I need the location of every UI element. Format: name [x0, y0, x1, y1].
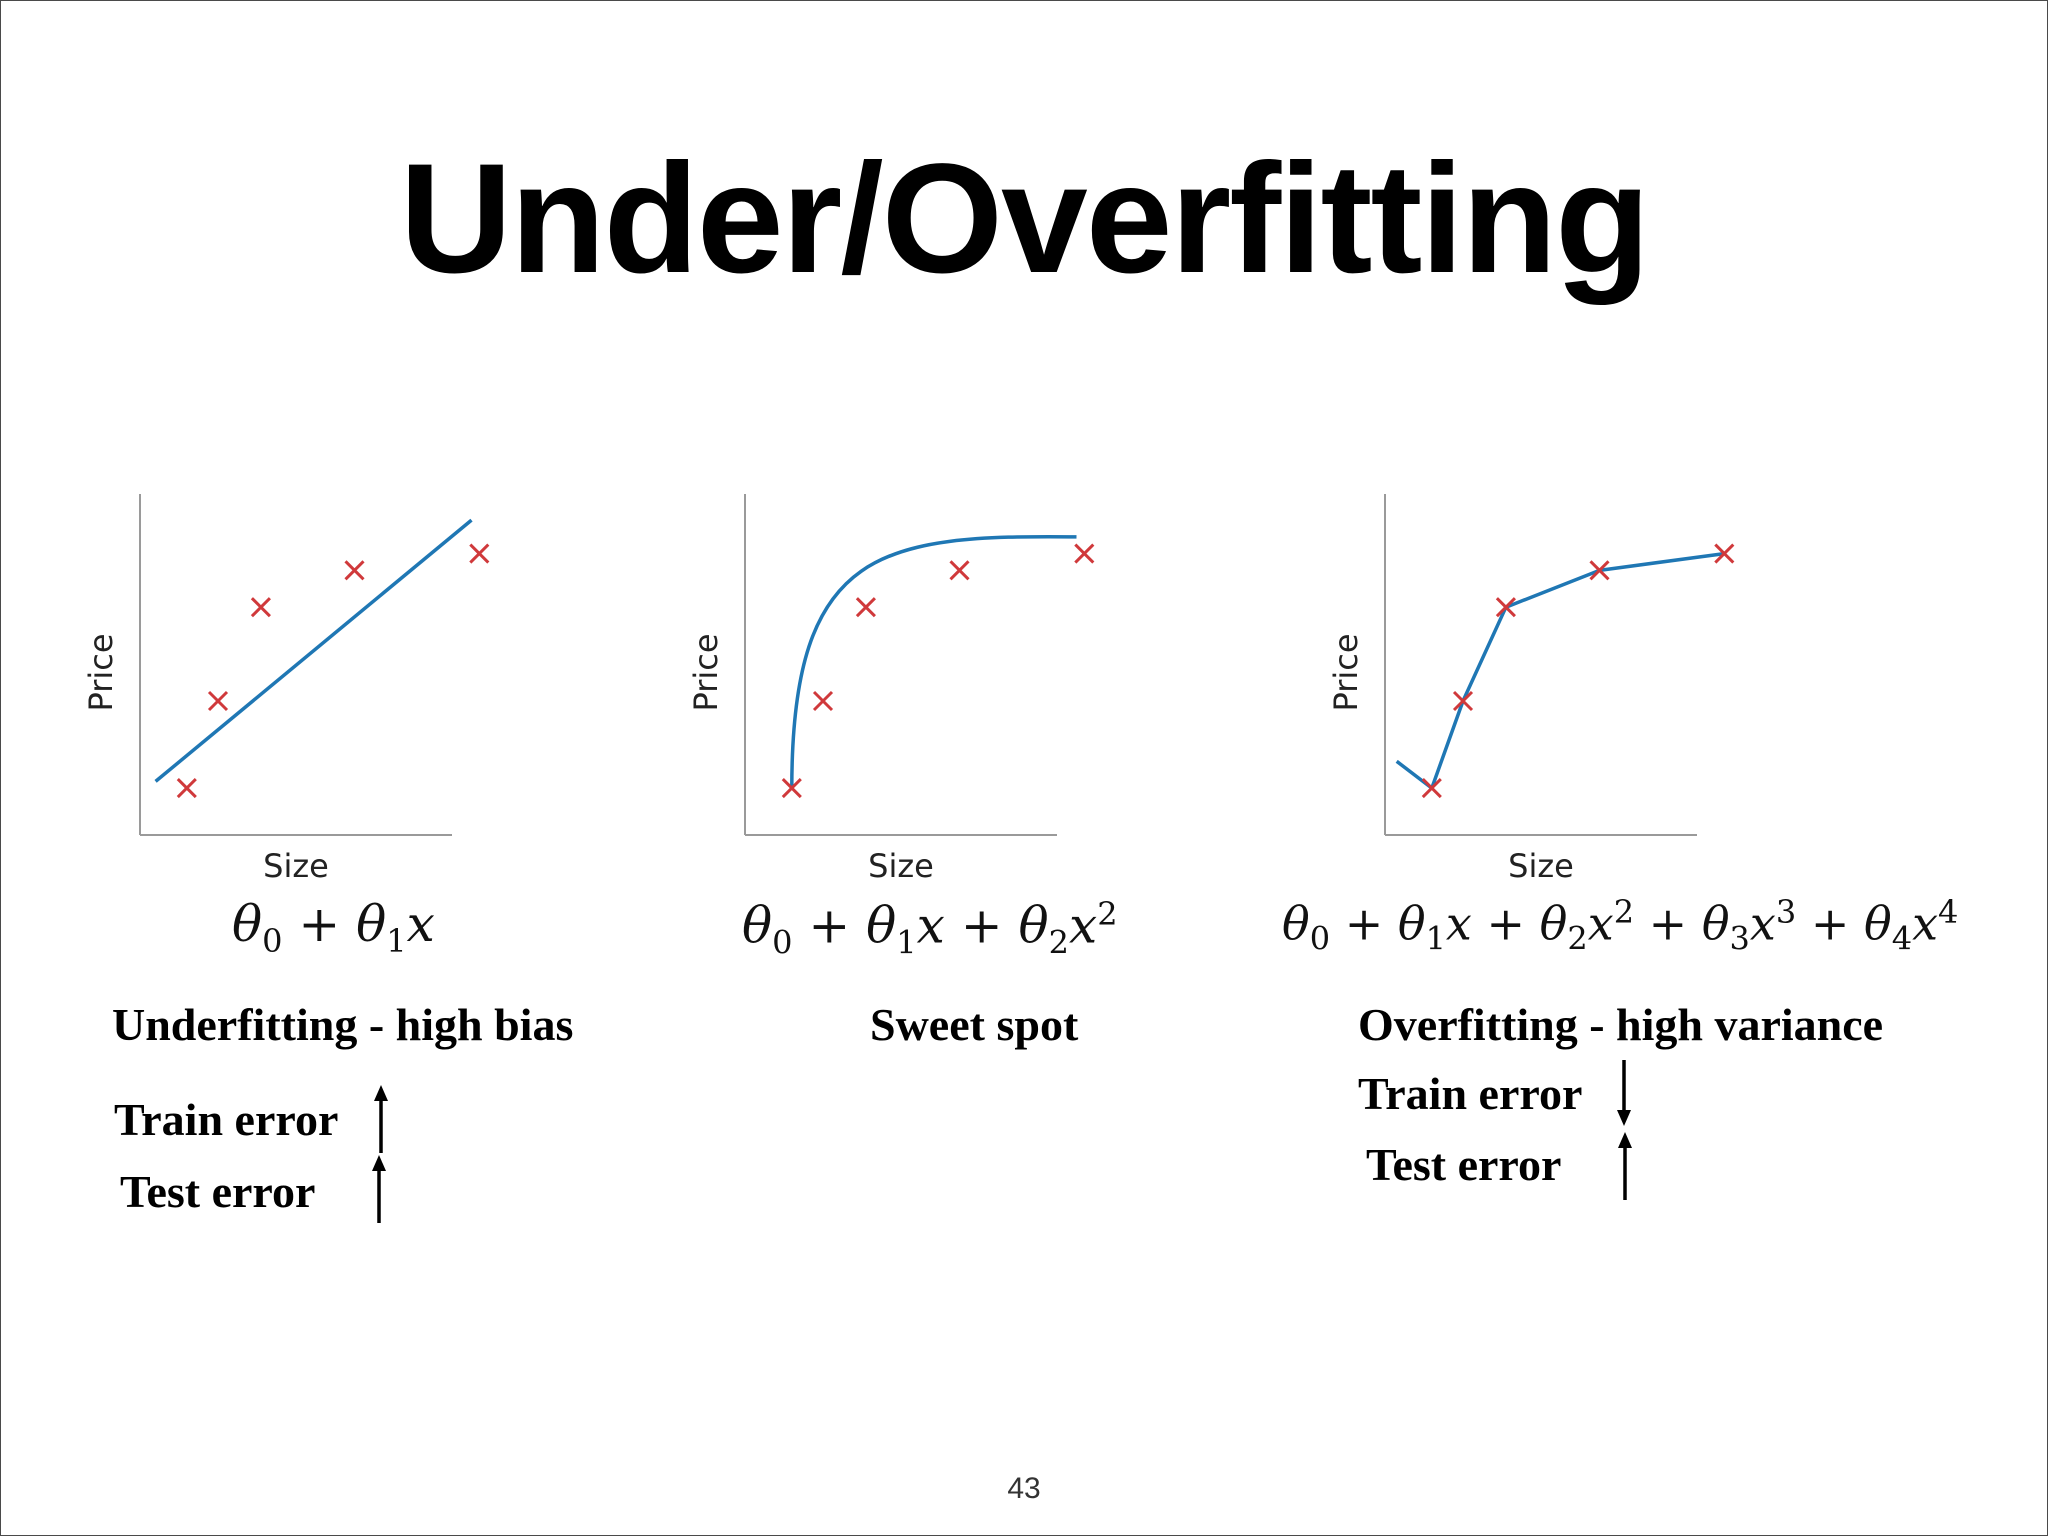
data-point [1452, 690, 1474, 712]
slide-title: Under/Overfitting [399, 132, 1651, 306]
data-point [344, 560, 365, 581]
x-axis-label: Size [1508, 847, 1574, 885]
data-point [469, 543, 490, 564]
data-point [250, 597, 271, 618]
data-point [207, 690, 229, 712]
x-axis-label: Size [868, 847, 934, 885]
underfit-train-up-arrow-icon [374, 1085, 388, 1153]
formula-quadratic: θ0 + θ1x + θ2x2 [742, 895, 1118, 962]
y-axis-label: Price [82, 633, 120, 711]
overfit-test-up-arrow-icon [1618, 1132, 1632, 1200]
y-axis-label: Price [1327, 633, 1365, 711]
page-number: 43 [1007, 1472, 1041, 1505]
data-point [1421, 778, 1442, 799]
data-point [1495, 597, 1516, 618]
fit-curve [1395, 551, 1725, 790]
data-point [781, 778, 802, 799]
overfit-train-down-arrow-icon [1617, 1060, 1631, 1126]
sweet-spot-plot: Size Price [687, 494, 1095, 885]
sweet-spot-caption: Sweet spot [870, 999, 1079, 1050]
underfit-plot: Size Price [82, 494, 490, 885]
x-axis-label: Size [263, 847, 329, 885]
y-axis-label: Price [687, 633, 725, 711]
overfitting-caption: Overfitting - high variance [1358, 999, 1884, 1050]
data-point [812, 690, 834, 712]
formula-linear: θ0 + θ1x [232, 895, 435, 960]
underfit-test-up-arrow-icon [372, 1155, 386, 1223]
underfit-test-error-label: Test error [120, 1166, 316, 1217]
data-point [1074, 543, 1095, 564]
overfit-plot: Size Price [1327, 494, 1735, 885]
fit-curve [790, 534, 1077, 789]
data-point [176, 778, 197, 799]
data-point [855, 597, 876, 618]
fit-curve [154, 518, 473, 783]
data-point [1714, 543, 1735, 564]
data-point [1589, 560, 1610, 581]
underfitting-caption: Underfitting - high bias [112, 999, 574, 1050]
data-point [949, 560, 970, 581]
overfit-test-error-label: Test error [1366, 1139, 1562, 1190]
formula-quartic: θ0 + θ1x + θ2x2 + θ3x3 + θ4x4 [1282, 893, 1959, 958]
overfit-train-error-label: Train error [1358, 1068, 1583, 1119]
underfit-train-error-label: Train error [114, 1094, 339, 1145]
